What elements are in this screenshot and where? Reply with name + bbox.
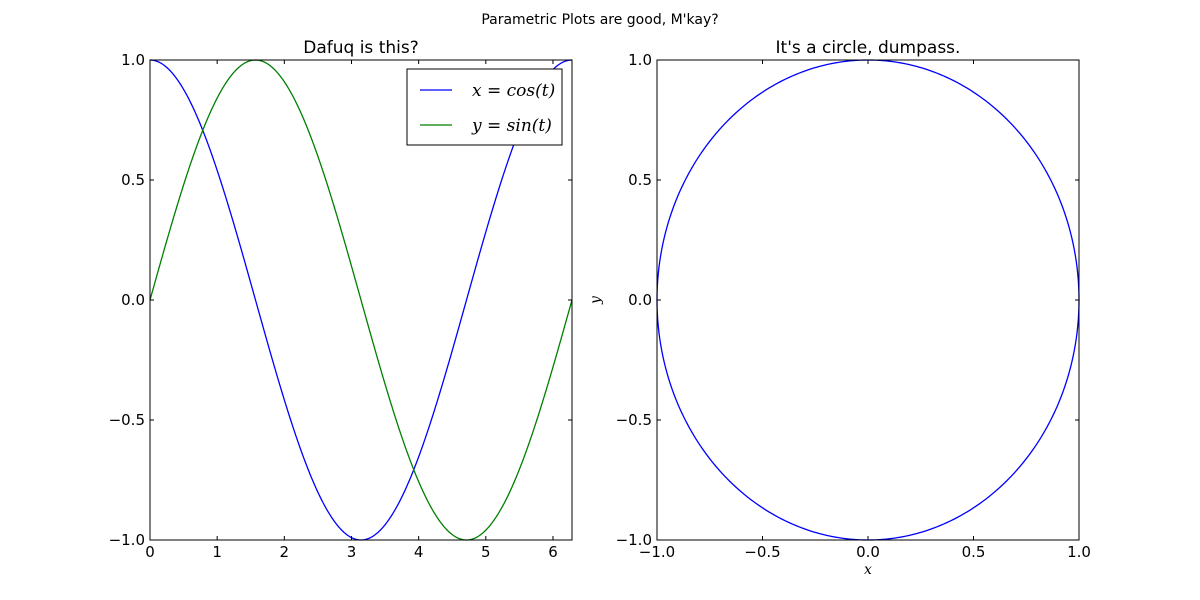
left-plot-y-tick-label: −0.5 (109, 411, 145, 429)
right-plot-x-tick-label: 0.5 (962, 543, 986, 561)
right-plot: It's a circle, dumpass. −1.0 −0.5 0.0 0.5 1.… (588, 38, 1091, 578)
legend-entry-sin: y = sin(t) (471, 116, 552, 136)
right-plot-x-tick-label: −1.0 (639, 543, 675, 561)
legend: x = cos(t) y = sin(t) (406, 68, 563, 146)
left-plot-series-line-1 (149, 59, 573, 541)
right-plot-x-tick-label: −0.5 (744, 543, 780, 561)
right-plot-ticks: −1.0 −0.5 0.0 0.5 1.0 −1.0 −0.5 0.0 0.5 1.0 (616, 51, 1091, 561)
left-plot-ticks: 0 1 2 3 4 5 6 −1.0 −0.5 0.0 0.5 1.0 (109, 51, 572, 561)
left-plot-x-tick-label: 2 (280, 543, 290, 561)
left-plot-x-tick-label: 6 (548, 543, 558, 561)
legend-entry-cos: x = cos(t) (472, 81, 555, 101)
right-plot-frame (656, 59, 1080, 541)
right-plot-y-tick-label: −1.0 (616, 531, 652, 549)
legend-box (406, 68, 563, 146)
left-plot-x-tick-label: 0 (145, 543, 155, 561)
left-plot-x-tick-label: 5 (481, 543, 491, 561)
left-plot-title: Dafuq is this? (303, 38, 419, 58)
left-plot-y-tick-label: −1.0 (109, 531, 145, 549)
left-plot-y-tick-label: 0.5 (121, 171, 145, 189)
left-plot-y-tick-label: 1.0 (121, 51, 145, 69)
right-plot-x-tick-label: 0.0 (856, 543, 880, 561)
left-plot: Dafuq is this? 0 1 2 3 4 5 6−1.0−0.50.00.51.0 … (109, 38, 573, 561)
figure-suptitle: Parametric Plots are good, M'kay? (481, 12, 718, 28)
left-plot-y-tick-label: 0.0 (121, 291, 145, 309)
right-plot-xlabel: x (864, 562, 872, 578)
left-plot-x-tick-label: 4 (414, 543, 424, 561)
right-plot-y-tick-label: −0.5 (616, 411, 652, 429)
right-plot-y-tick-label: 0.0 (628, 291, 652, 309)
right-plot-x-tick-label: 1.0 (1067, 543, 1091, 561)
right-plot-ylabel: y (588, 295, 604, 305)
right-plot-series-line-0 (656, 59, 1080, 541)
left-plot-x-tick-label: 3 (347, 543, 357, 561)
right-plot-y-tick-label: 0.5 (628, 171, 652, 189)
right-plot-y-tick-label: 1.0 (628, 51, 652, 69)
right-plot-title: It's a circle, dumpass. (776, 38, 961, 58)
right-plot-lines (656, 59, 1080, 541)
left-plot-x-tick-label: 1 (212, 543, 222, 561)
